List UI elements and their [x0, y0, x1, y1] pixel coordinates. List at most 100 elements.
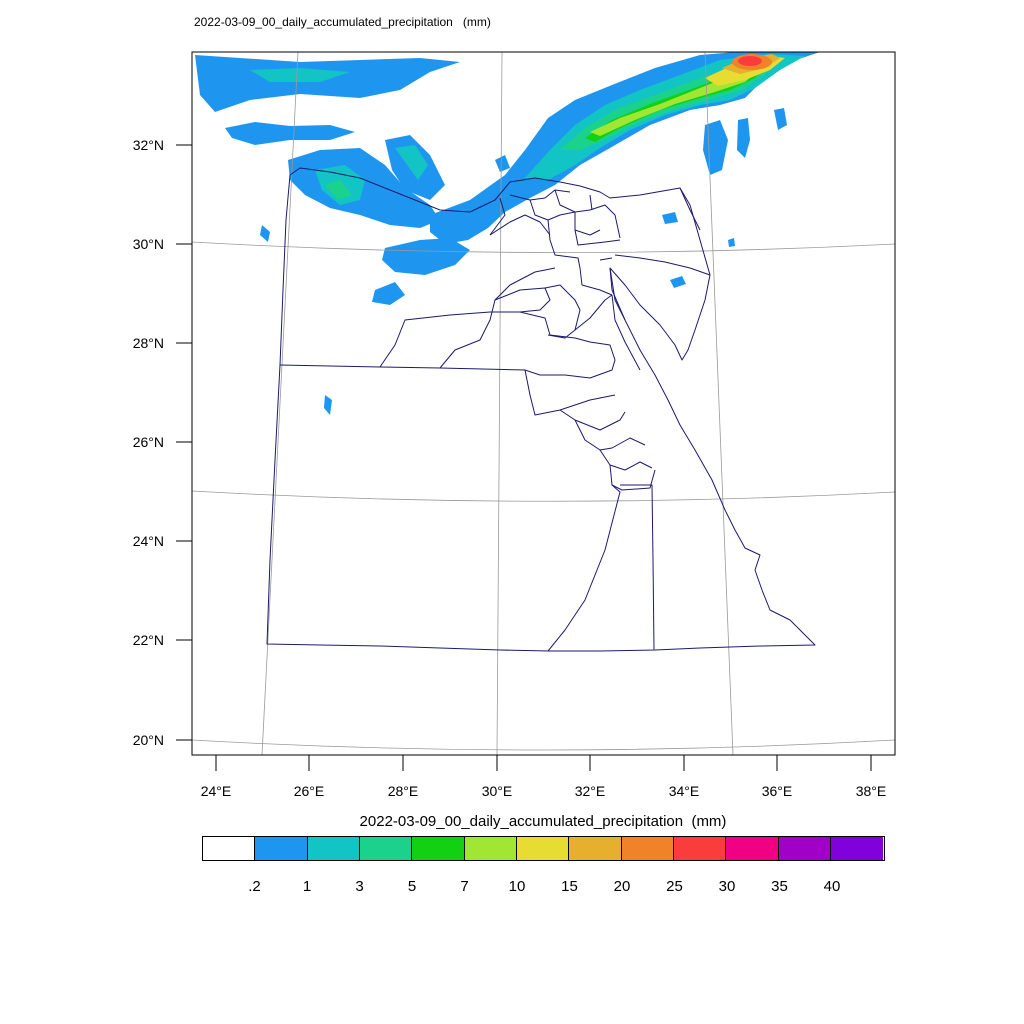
gov-sinai-north — [614, 254, 711, 276]
legend-label: 40 — [823, 878, 841, 895]
lat-label-32: 32°N — [133, 137, 164, 153]
precip-patch-w6 — [372, 282, 405, 305]
legend-title: 2022-03-09_00_daily_accumulated_precipit… — [359, 813, 727, 830]
legend-label: 10 — [508, 878, 526, 895]
precip-patch-nw3-green — [325, 180, 352, 200]
legend-swatch — [831, 837, 884, 860]
gov-delta-5 — [554, 189, 601, 236]
legend-label: 5 — [407, 878, 417, 895]
legend-swatch — [778, 837, 832, 860]
gov-redsea-suez — [579, 267, 613, 296]
precip-patch-nw4-teal — [395, 145, 428, 180]
gov-delta-2 — [489, 214, 551, 236]
legend-label: 30 — [718, 878, 736, 895]
precip-patch-nw1-teal — [250, 68, 350, 82]
plot-frame — [191, 51, 896, 756]
lon-label-30: 30°E — [482, 783, 513, 799]
lat-label-20: 20°N — [133, 732, 164, 748]
precip-patch-nw1 — [195, 55, 460, 112]
legend-swatch — [726, 837, 779, 860]
gov-sinai-suez — [599, 257, 613, 261]
gov-aswan-east — [620, 484, 655, 651]
gov-redsea-west — [611, 294, 641, 371]
precip-patch-n1 — [495, 155, 510, 172]
precip-patch-e6 — [728, 238, 735, 247]
precip-patch-nw2 — [225, 122, 355, 145]
lat-label-30: 30°N — [133, 236, 164, 252]
gov-delta-3 — [529, 199, 591, 221]
lat-labels: 32°N 30°N 28°N 26°N 24°N 22°N 20°N — [133, 137, 164, 748]
graticule-lon-25E — [261, 52, 299, 755]
lat-label-22: 22°N — [133, 632, 164, 648]
gov-aswan-north — [609, 464, 656, 491]
precip-patch-w8 — [324, 395, 332, 415]
legend-label: 3 — [355, 878, 364, 895]
gov-alexandria — [489, 197, 506, 236]
lat-ticks — [176, 144, 192, 741]
gov-matrouh-newvalley — [279, 364, 526, 371]
gov-giza-east — [439, 267, 556, 369]
lon-label-32: 32°E — [575, 783, 606, 799]
lon-label-26: 26°E — [294, 783, 325, 799]
lon-label-34: 34°E — [669, 783, 700, 799]
lat-label-24: 24°N — [133, 533, 164, 549]
precip-patch-e4 — [662, 212, 678, 224]
boundaries — [266, 167, 816, 652]
map-title: 2022-03-09_00_daily_accumulated_precipit… — [194, 15, 491, 29]
lon-label-28: 28°E — [388, 783, 419, 799]
lon-label-38: 38°E — [856, 783, 887, 799]
egypt-outline — [266, 167, 816, 652]
gov-minya — [519, 311, 616, 379]
legend-swatch — [203, 837, 256, 860]
legend-swatch — [360, 837, 413, 860]
gov-assiut — [574, 294, 613, 331]
precip-patch-w5 — [382, 238, 470, 275]
precipitation-field — [195, 52, 820, 415]
precip-patch-e3 — [774, 108, 787, 130]
legend-swatch — [412, 837, 465, 860]
precip-patch-e1 — [703, 120, 728, 175]
lon-label-24: 24°E — [201, 783, 232, 799]
sinai-west-coast — [609, 267, 626, 321]
precip-patch-w7 — [260, 225, 270, 242]
gov-delta-1 — [509, 189, 571, 201]
lat-label-28: 28°N — [133, 335, 164, 351]
legend-colorbar — [202, 836, 885, 861]
precip-patch-nw3 — [288, 148, 440, 228]
precip-core-red — [738, 56, 762, 66]
graticule-lat-20N — [192, 739, 895, 751]
legend-swatch — [255, 837, 308, 860]
gov-faiyum — [490, 287, 551, 313]
legend-label: 35 — [771, 878, 788, 895]
graticule-lat-25N — [192, 490, 895, 502]
legend-label: 1 — [302, 878, 312, 895]
gov-delta-7 — [589, 204, 621, 239]
legend-label: 15 — [561, 878, 578, 895]
graticule — [192, 52, 895, 755]
gov-giza-newvalley — [379, 311, 491, 368]
lon-label-36: 36°E — [762, 783, 793, 799]
legend-swatch — [674, 837, 727, 860]
gov-sohag — [559, 409, 626, 431]
lon-ticks — [215, 755, 872, 771]
lat-label-26: 26°N — [133, 434, 164, 450]
graticule-lat-30N — [192, 241, 895, 253]
gov-gulf-aqaba — [679, 187, 701, 231]
gov-beni-suef — [544, 284, 581, 339]
gov-qena — [574, 419, 646, 451]
precip-patch-e5 — [670, 276, 686, 288]
legend-label: 20 — [613, 878, 631, 895]
legend-swatch — [307, 837, 361, 860]
gov-delta-4 — [547, 219, 581, 269]
legend-swatch — [621, 837, 675, 860]
legend-swatch — [569, 837, 622, 860]
graticule-lon-35E — [704, 52, 734, 755]
graticule-lon-30E — [496, 52, 503, 755]
legend-label: 25 — [666, 878, 683, 895]
lon-labels: 24°E 26°E 28°E 30°E 32°E 34°E 36°E 38°E — [201, 783, 887, 799]
gov-delta-8 — [589, 194, 593, 211]
gov-newvalley-south — [524, 369, 616, 416]
legend-label: 7 — [460, 878, 469, 895]
legend-swatch — [517, 837, 570, 860]
